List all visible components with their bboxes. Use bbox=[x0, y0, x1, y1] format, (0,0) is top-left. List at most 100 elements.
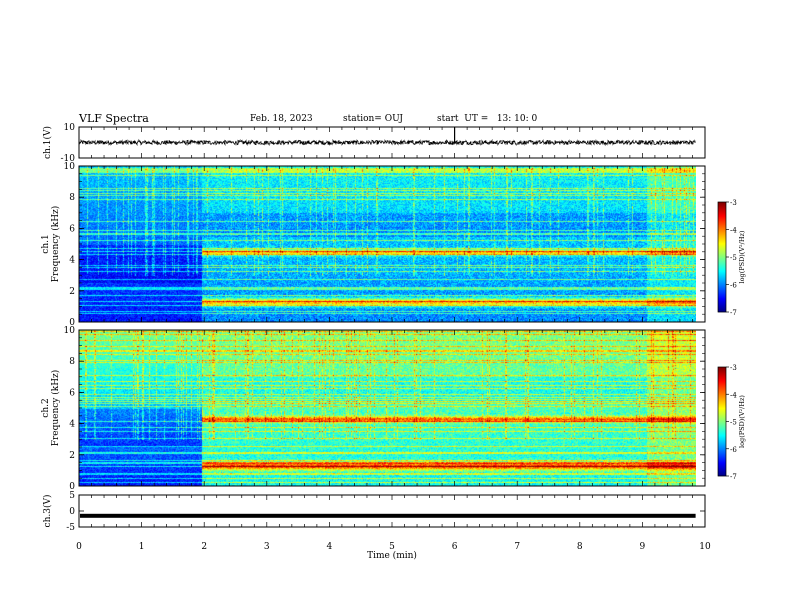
ch2spec-colorbar-strip bbox=[718, 414, 726, 416]
ch1spec-colorbar-strip bbox=[718, 267, 726, 269]
ch1spec-colorbar-strip bbox=[718, 311, 726, 313]
ch2spec-colorbar-strip bbox=[718, 402, 726, 404]
ch2spec-colorbar-strip bbox=[718, 394, 726, 396]
ch1v-ylabel-line: ch.1(V) bbox=[42, 126, 53, 159]
ch1spec-colorbar-strip bbox=[718, 208, 726, 210]
ch2spec-colorbar-strip bbox=[718, 452, 726, 454]
ch1spec-colorbar-strip bbox=[718, 211, 726, 213]
ch1spec-colorbar-strip bbox=[718, 205, 726, 207]
ch1spec-colorbar-strip bbox=[718, 249, 726, 251]
ch2spec-colorbar-strip bbox=[718, 426, 726, 428]
ch2spec-colorbar-strip bbox=[718, 431, 726, 433]
ch2spec-colorbar-strip bbox=[718, 381, 726, 383]
ch2spec-colorbar-strip bbox=[718, 468, 726, 470]
ch2spec-colorbar-strip bbox=[718, 387, 726, 389]
ch2spec-colorbar-strip bbox=[718, 425, 726, 427]
ch1spec-colorbar-strip bbox=[718, 262, 726, 264]
ch1spec-colorbar-tick-label: -6 bbox=[730, 282, 737, 290]
ch2spec-ytick-label: 4 bbox=[69, 420, 75, 430]
ch1spec-colorbar-strip bbox=[718, 228, 726, 230]
ch1spec-colorbar-strip bbox=[718, 242, 726, 244]
ch1spec-colorbar-strip bbox=[718, 247, 726, 249]
ch2spec-colorbar-strip bbox=[718, 443, 726, 445]
ch2spec-colorbar-tick-label: -4 bbox=[730, 391, 737, 399]
xtick-label: 3 bbox=[264, 542, 270, 552]
ch2spec-colorbar-strip bbox=[718, 474, 726, 476]
ch1spec-colorbar-strip bbox=[718, 299, 726, 301]
ch1spec-colorbar-strip bbox=[718, 276, 726, 278]
ch3-voltage-trace bbox=[80, 513, 696, 518]
ch2spec-colorbar-strip bbox=[718, 444, 726, 446]
xtick-label: 2 bbox=[201, 542, 207, 552]
ch1v-ylabel: ch.1(V) bbox=[42, 126, 53, 159]
ch2spec-colorbar-tick-label: -5 bbox=[730, 419, 737, 427]
ch1spec-colorbar-strip bbox=[718, 218, 726, 220]
ch1spec-colorbar-strip bbox=[718, 288, 726, 290]
figure-title: VLF Spectra bbox=[79, 112, 149, 125]
ch2spec-colorbar-strip bbox=[718, 401, 726, 403]
ch1spec-ylabel-line: Frequency (kHz) bbox=[50, 206, 61, 283]
ch1spec-ytick-label: 2 bbox=[69, 287, 75, 297]
ch1spec-colorbar-strip bbox=[718, 289, 726, 291]
ch2spec-colorbar-strip bbox=[718, 392, 726, 394]
ch1spec-colorbar-strip bbox=[718, 294, 726, 296]
ch1spec-colorbar-tick-label: -7 bbox=[730, 309, 737, 317]
ch1spec-colorbar-strip bbox=[718, 213, 726, 215]
ch1spec-colorbar-strip bbox=[718, 269, 726, 271]
ch1spec-colorbar-strip bbox=[718, 254, 726, 256]
ch1spec-colorbar-strip bbox=[718, 236, 726, 238]
ch2spec-colorbar-strip bbox=[718, 399, 726, 401]
ch2spec-colorbar-strip bbox=[718, 446, 726, 448]
ch2spec-colorbar-strip bbox=[718, 445, 726, 447]
ch1spec-colorbar-strip bbox=[718, 253, 726, 255]
ch1spec-colorbar-strip bbox=[718, 305, 726, 307]
ch2spec-colorbar-strip bbox=[718, 374, 726, 376]
ch1spec-colorbar-strip bbox=[718, 304, 726, 306]
ch1spec-colorbar-strip bbox=[718, 309, 726, 311]
ch2spec-ytick-label: 6 bbox=[69, 388, 75, 398]
ch2spec-colorbar-strip bbox=[718, 453, 726, 455]
ch1spec-colorbar-strip bbox=[718, 220, 726, 222]
ch1spec-colorbar-strip bbox=[718, 306, 726, 308]
ch1spec-colorbar-strip bbox=[718, 221, 726, 223]
ch1spec-colorbar-strip bbox=[718, 272, 726, 274]
ch1spec-colorbar-strip bbox=[718, 259, 726, 261]
ch2spec-ylabel: ch.2 Frequency (kHz) bbox=[41, 370, 61, 447]
ch2spec-colorbar-strip bbox=[718, 457, 726, 459]
ch1spec-colorbar-tick-label: -4 bbox=[730, 227, 737, 235]
ch1spec-colorbar-strip bbox=[718, 282, 726, 284]
ch1spec-colorbar-strip bbox=[718, 298, 726, 300]
ch1spec-colorbar-label-text: log(PSD)(V²/Hz) bbox=[738, 230, 746, 283]
ch2spec-colorbar-strip bbox=[718, 462, 726, 464]
ch1spec-colorbar-strip bbox=[718, 310, 726, 312]
ch1spec-colorbar-strip bbox=[718, 286, 726, 288]
ch1spec-colorbar-strip bbox=[718, 237, 726, 239]
ch2spec-colorbar-strip bbox=[718, 421, 726, 423]
ch2spec-colorbar-strip bbox=[718, 447, 726, 449]
ch2spec-colorbar-strip bbox=[718, 464, 726, 466]
ch1spec-colorbar-strip bbox=[718, 203, 726, 205]
ch2spec-colorbar-strip bbox=[718, 370, 726, 372]
ch2spec-colorbar-strip bbox=[718, 428, 726, 430]
ch1spec-colorbar-strip bbox=[718, 232, 726, 234]
ch1spec-colorbar-strip bbox=[718, 246, 726, 248]
ch1spec-ytick-label: 8 bbox=[69, 193, 75, 203]
ch2spec-colorbar-strip bbox=[718, 440, 726, 442]
station-label: station= OUJ bbox=[343, 114, 404, 124]
ch2spec-ytick-label: 0 bbox=[69, 482, 75, 492]
ch2spec-colorbar-strip bbox=[718, 377, 726, 379]
ch2spec-colorbar-strip bbox=[718, 408, 726, 410]
ch1spec-colorbar-strip bbox=[718, 287, 726, 289]
start-time-label: start UT = 13: 10: 0 bbox=[437, 114, 538, 124]
xtick-label: 4 bbox=[327, 542, 333, 552]
ch2spec-colorbar-strip bbox=[718, 403, 726, 405]
ch1spec-colorbar-strip bbox=[718, 207, 726, 209]
ch2spec-colorbar-strip bbox=[718, 449, 726, 451]
ch1spec-colorbar-strip bbox=[718, 255, 726, 257]
ch2spec-colorbar-strip bbox=[718, 413, 726, 415]
ch2spec-colorbar-strip bbox=[718, 373, 726, 375]
ch1spec-colorbar-strip bbox=[718, 279, 726, 281]
ch1spec-colorbar-strip bbox=[718, 295, 726, 297]
ch1spec-colorbar-strip bbox=[718, 206, 726, 208]
